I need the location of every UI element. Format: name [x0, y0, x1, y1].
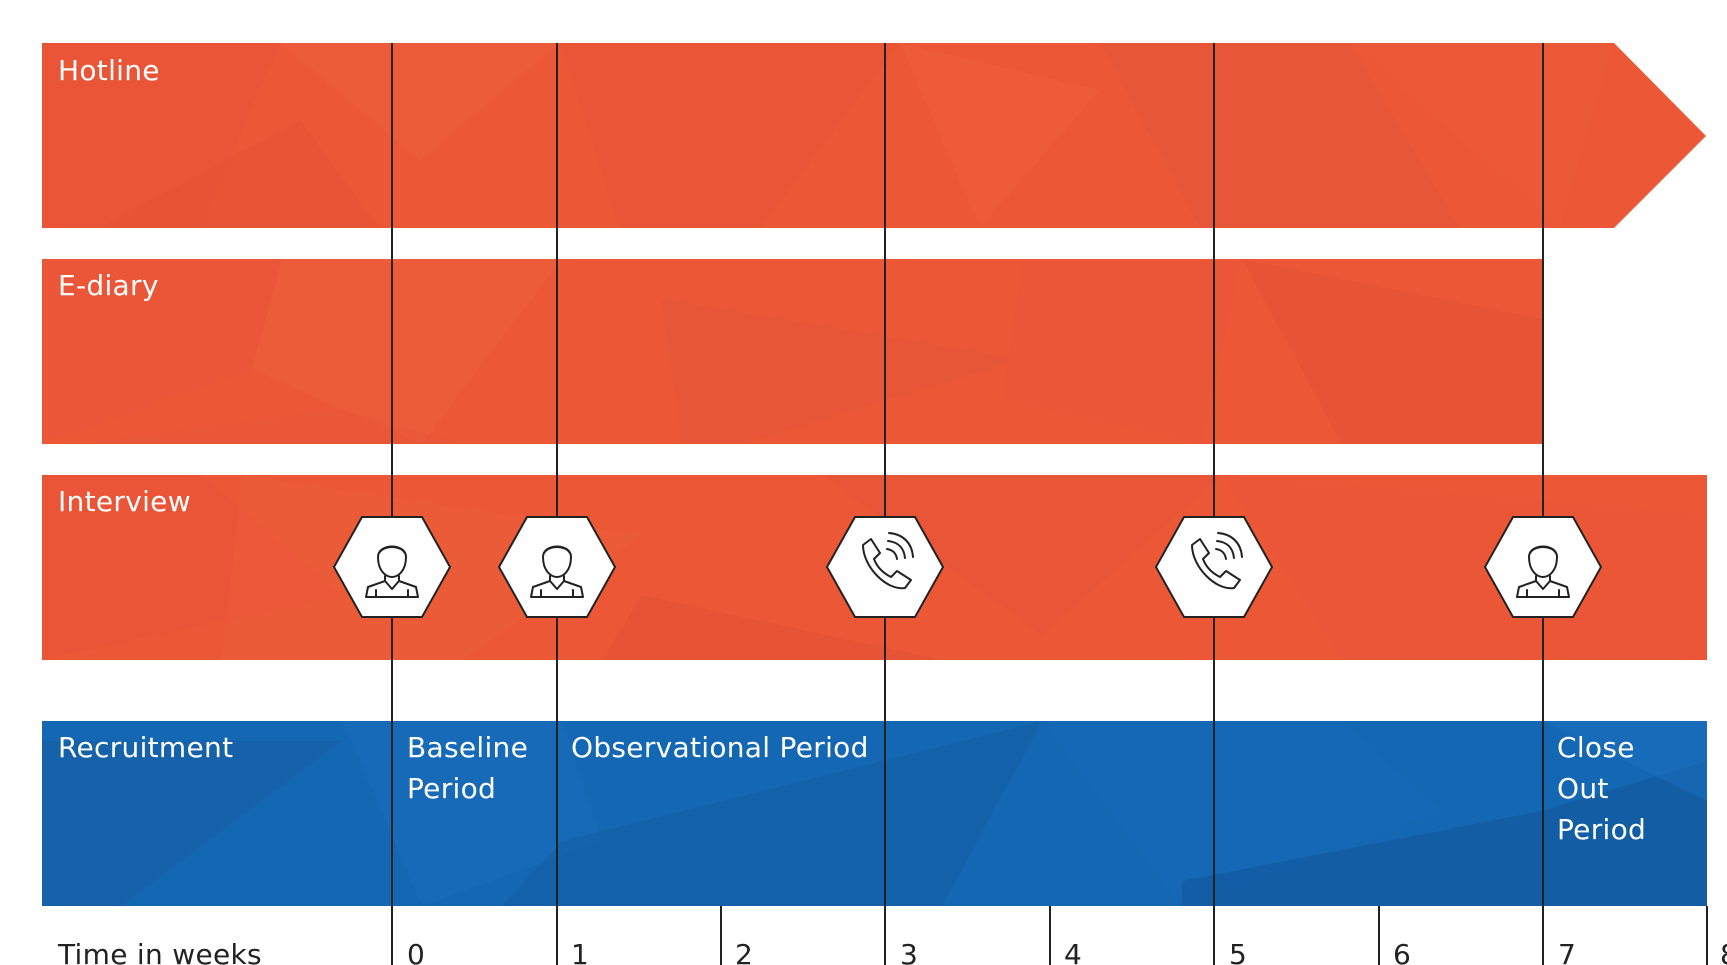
phase-label-recruitment: Recruitment: [58, 731, 234, 764]
gridline-week-2: [720, 906, 722, 965]
phase-label-closeout: Close Out Period: [1557, 731, 1647, 846]
person-icon: [497, 516, 617, 618]
gridline-week-0: [391, 43, 393, 965]
interview-milestone-week-5: [1154, 515, 1274, 619]
interview-milestone-week-0: [332, 515, 452, 619]
axis-tick-5: 5: [1229, 938, 1248, 965]
gridline-week-5: [1213, 43, 1215, 965]
axis-tick-8: 8: [1720, 938, 1727, 965]
row-label-hotline: Hotline: [58, 54, 160, 87]
gridline-week-7: [1542, 43, 1544, 965]
axis-tick-2: 2: [735, 938, 754, 965]
phone-call-icon: [825, 516, 945, 618]
interview-milestone-week-1: [497, 515, 617, 619]
interview-milestone-week-3: [825, 515, 945, 619]
interview-milestone-week-7: [1483, 515, 1603, 619]
gridline-week-8: [1706, 906, 1708, 965]
gridline-week-4: [1049, 906, 1051, 965]
axis-tick-7: 7: [1558, 938, 1577, 965]
row-label-interview: Interview: [58, 485, 191, 518]
ediary-band: [42, 259, 1542, 444]
axis-tick-1: 1: [571, 938, 590, 965]
row-label-ediary: E-diary: [58, 269, 159, 302]
phase-label-observational: Observational Period: [571, 731, 869, 764]
person-icon: [1483, 516, 1603, 618]
gridline-week-1: [556, 43, 558, 965]
phone-call-icon: [1154, 516, 1274, 618]
axis-tick-3: 3: [900, 938, 919, 965]
axis-tick-6: 6: [1393, 938, 1412, 965]
axis-tick-4: 4: [1064, 938, 1083, 965]
axis-title: Time in weeks: [58, 938, 262, 965]
person-icon: [332, 516, 452, 618]
gridline-week-6: [1378, 906, 1380, 965]
phase-band: [42, 721, 1707, 906]
axis-tick-0: 0: [407, 938, 426, 965]
gridline-week-3: [884, 43, 886, 965]
phase-label-baseline: Baseline Period: [407, 731, 529, 805]
